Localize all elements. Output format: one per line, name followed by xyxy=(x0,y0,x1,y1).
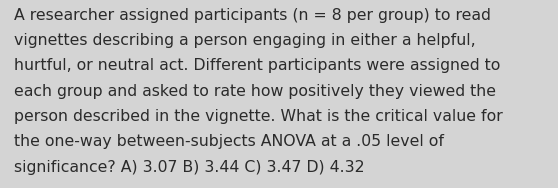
Text: person described in the vignette. What is the critical value for: person described in the vignette. What i… xyxy=(14,109,503,124)
Text: vignettes describing a person engaging in either a helpful,: vignettes describing a person engaging i… xyxy=(14,33,475,48)
Text: each group and asked to rate how positively they viewed the: each group and asked to rate how positiv… xyxy=(14,84,496,99)
Text: significance? A) 3.07 B) 3.44 C) 3.47 D) 4.32: significance? A) 3.07 B) 3.44 C) 3.47 D)… xyxy=(14,160,364,175)
Text: A researcher assigned participants (n = 8 per group) to read: A researcher assigned participants (n = … xyxy=(14,8,491,23)
Text: hurtful, or neutral act. Different participants were assigned to: hurtful, or neutral act. Different parti… xyxy=(14,58,501,73)
Text: the one-way between-subjects ANOVA at a .05 level of: the one-way between-subjects ANOVA at a … xyxy=(14,134,444,149)
